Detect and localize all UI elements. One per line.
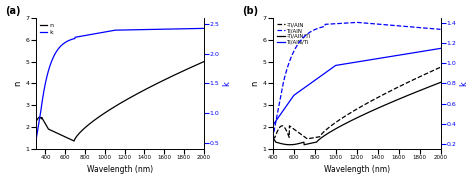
Ti/AIN (377, 23, 383, 25)
-Ti/AIN (280, 125, 286, 127)
Y-axis label: k: k (459, 81, 468, 86)
-Ti/AIN (367, 100, 373, 103)
Ti/AIN (354, 21, 359, 23)
-Ti/AIN/Ti (377, 106, 383, 108)
-Ti/AIN/Ti (287, 144, 292, 146)
n (201, 61, 206, 63)
n (43, 124, 49, 126)
n (160, 79, 166, 82)
-Ti/AIN (377, 95, 383, 98)
Line: Ti/AIN/Ti: Ti/AIN/Ti (273, 48, 440, 126)
-Ti/AIN (415, 77, 420, 79)
X-axis label: Wavelength (nm): Wavelength (nm) (324, 165, 390, 174)
Line: -Ti/AIN: -Ti/AIN (273, 67, 440, 139)
-Ti/AIN/Ti (270, 136, 275, 138)
Ti/AIN (415, 26, 420, 28)
k (135, 29, 140, 31)
-Ti/AIN/Ti (415, 90, 420, 93)
n (71, 140, 77, 142)
Legend: n, k: n, k (39, 21, 55, 36)
k (160, 28, 166, 30)
-Ti/AIN/Ti (367, 111, 373, 113)
Line: Ti/AIN: Ti/AIN (273, 22, 440, 139)
Ti/AIN/Ti (372, 58, 377, 60)
Ti/AIN (270, 138, 275, 140)
X-axis label: Wavelength (nm): Wavelength (nm) (87, 165, 153, 174)
-Ti/AIN (372, 98, 378, 100)
Ti/AIN/Ti (270, 125, 275, 127)
Ti/AIN (438, 28, 443, 30)
Ti/AIN/Ti (397, 54, 403, 56)
Line: k: k (36, 28, 203, 143)
Legend: -Ti/AIN, Ti/AIN, -Ti/AIN/Ti, Ti/AIN/Ti: -Ti/AIN, Ti/AIN, -Ti/AIN/Ti, Ti/AIN/Ti (275, 21, 311, 46)
Ti/AIN/Ti (438, 47, 443, 50)
Y-axis label: k: k (222, 81, 231, 86)
-Ti/AIN/Ti (280, 143, 286, 145)
k (43, 80, 49, 82)
Ti/AIN/Ti (414, 51, 420, 53)
k (140, 29, 146, 31)
k (130, 29, 136, 31)
k (177, 28, 183, 30)
Ti/AIN (367, 22, 373, 24)
Text: (a): (a) (5, 6, 21, 16)
Y-axis label: n: n (251, 81, 260, 86)
Y-axis label: n: n (14, 81, 23, 86)
Ti/AIN (372, 23, 378, 25)
Ti/AIN (397, 25, 403, 27)
n (178, 71, 183, 73)
Line: -Ti/AIN/Ti: -Ti/AIN/Ti (273, 82, 440, 145)
Text: (b): (b) (242, 6, 258, 16)
Ti/AIN/Ti (367, 59, 373, 61)
n (33, 121, 38, 123)
-Ti/AIN (304, 138, 310, 140)
-Ti/AIN/Ti (372, 109, 378, 111)
Ti/AIN/Ti (280, 110, 286, 112)
-Ti/AIN/Ti (438, 81, 443, 84)
Line: n: n (36, 62, 203, 141)
n (135, 92, 141, 94)
-Ti/AIN (270, 136, 275, 138)
Ti/AIN/Ti (377, 57, 383, 59)
k (33, 142, 38, 144)
-Ti/AIN (438, 66, 443, 68)
n (130, 95, 136, 97)
-Ti/AIN/Ti (397, 98, 403, 100)
n (140, 90, 146, 92)
k (201, 27, 206, 30)
Ti/AIN (280, 84, 286, 86)
-Ti/AIN (397, 85, 403, 87)
